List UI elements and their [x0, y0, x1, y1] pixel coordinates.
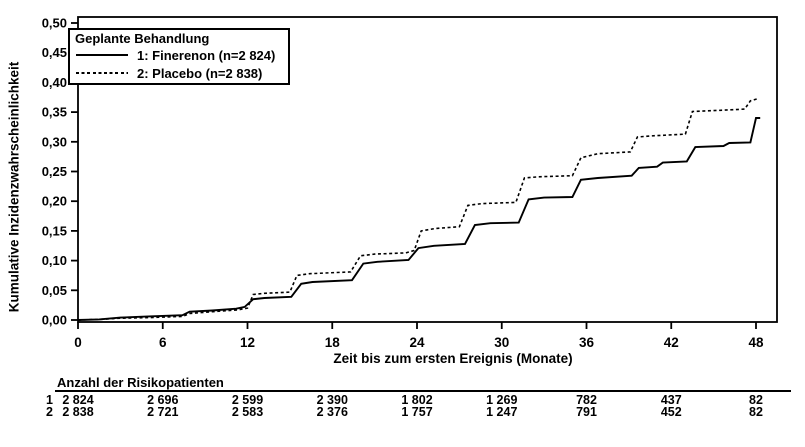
dashed-line-sample-icon	[76, 72, 128, 74]
risk-value: 2 376	[316, 405, 348, 419]
x-tick-label: 48	[748, 335, 764, 350]
risk-value: 2 838	[62, 405, 94, 419]
y-tick-label: 0,20	[42, 194, 67, 209]
risk-value: 1 757	[401, 405, 433, 419]
risk-value: 2 696	[147, 393, 179, 407]
risk-value: 437	[660, 393, 682, 407]
x-tick-label: 30	[494, 335, 509, 350]
risk-value: 2 721	[147, 405, 179, 419]
x-tick-label: 0	[74, 335, 82, 350]
x-tick-label: 6	[159, 335, 167, 350]
x-tick-label: 12	[240, 335, 255, 350]
risk-value: 2 824	[62, 393, 94, 407]
y-tick-label: 0,25	[42, 164, 67, 179]
legend-title: Geplante Behandlung	[75, 31, 210, 46]
finerenon-curve	[77, 117, 761, 321]
y-tick-label: 0,00	[42, 313, 67, 328]
risk-row-label-2: 2	[46, 405, 53, 419]
risk-value: 82	[749, 405, 763, 419]
risk-value: 452	[660, 405, 682, 419]
solid-line-sample-icon	[76, 54, 128, 56]
risk-value: 1 802	[401, 393, 433, 407]
risk-value: 1 269	[486, 393, 518, 407]
x-tick-label: 36	[579, 335, 595, 350]
x-tick-label: 42	[664, 335, 679, 350]
y-tick-label: 0,45	[42, 45, 67, 60]
risk-value: 2 583	[231, 405, 264, 419]
legend-label-placebo: 2: Placebo (n=2 838)	[137, 65, 263, 81]
y-tick-label: 0,15	[42, 223, 67, 238]
risk-value: 2 599	[231, 393, 264, 407]
y-tick-label: 0,40	[42, 75, 67, 90]
legend-box: Geplante Behandlung 1: Finerenon (n=2 82…	[68, 28, 290, 85]
x-tick-label: 18	[325, 335, 341, 350]
x-tick-label: 24	[409, 335, 425, 350]
y-tick-label: 0,50	[42, 16, 67, 31]
risk-value: 82	[749, 393, 763, 407]
y-tick-label: 0,30	[42, 134, 67, 149]
x-axis-title: Zeit bis zum ersten Ereignis (Monate)	[333, 351, 573, 366]
risk-row-label-1: 1	[46, 393, 53, 407]
plot-frame	[77, 16, 778, 323]
risk-value: 782	[576, 393, 597, 407]
risk-table-rule	[55, 390, 791, 392]
risk-table-title: Anzahl der Risikopatienten	[57, 375, 224, 390]
risk-value: 1 247	[486, 405, 518, 419]
risk-value: 791	[576, 405, 597, 419]
legend-label-finerenon: 1: Finerenon (n=2 824)	[137, 47, 276, 63]
legend-entry-placebo: 2: Placebo (n=2 838)	[75, 64, 284, 82]
risk-value: 2 390	[316, 393, 348, 407]
legend-entry-finerenon: 1: Finerenon (n=2 824)	[75, 46, 284, 64]
y-tick-label: 0,10	[42, 253, 67, 268]
y-tick-label: 0,35	[42, 105, 67, 120]
placebo-curve	[77, 97, 760, 321]
y-tick-label: 0,05	[42, 283, 67, 298]
